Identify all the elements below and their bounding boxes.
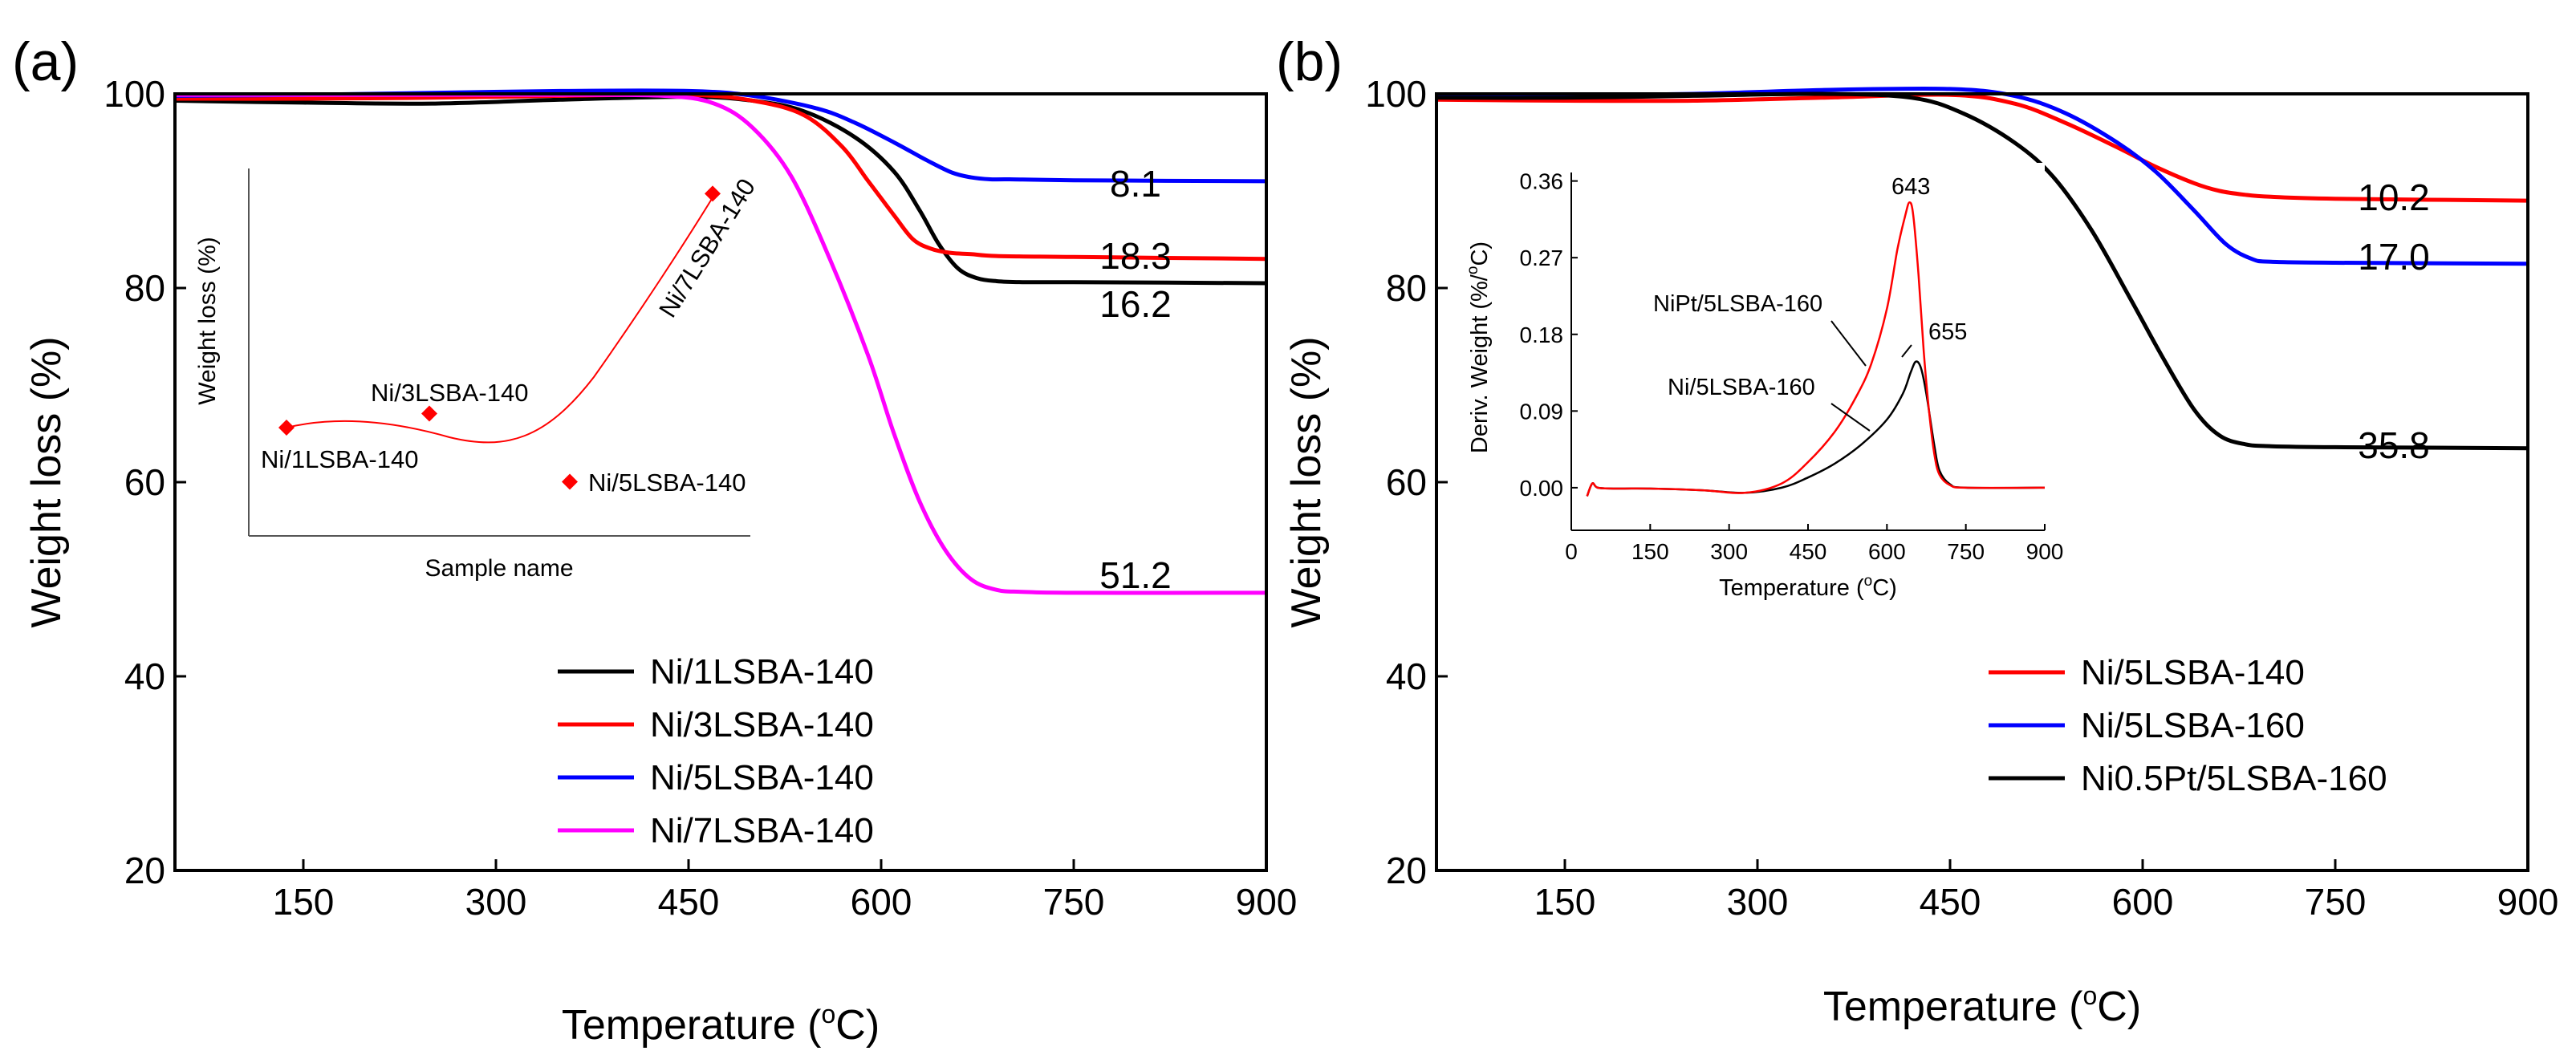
panel-a-x-tick-label: 150 <box>273 881 335 923</box>
panel-b-y-axis-label: Weight loss (%) <box>1283 336 1330 627</box>
panel-b-x-tick-label: 300 <box>1727 881 1789 923</box>
inset-b-axes: 0 150 300 450 600 750 900 0.00 0.09 0.18 0.27 0.36 <box>1520 169 2064 564</box>
panel-b-y-tick-label: 100 <box>1365 73 1427 115</box>
inset-b-y-tick-label: 0.09 <box>1520 399 1564 424</box>
inset-b-series-line <box>1586 201 2046 497</box>
inset-b-x-tick-label: 150 <box>1631 539 1669 564</box>
inset-b-x-tick-label: 300 <box>1710 539 1748 564</box>
panel-b-x-tick-label: 750 <box>2305 881 2367 923</box>
panel-b-y-tick-label: 20 <box>1386 850 1427 891</box>
inset-b-x-label: Temperature (oC) <box>1719 573 1897 601</box>
panel-b-y-tick-label: 40 <box>1386 655 1427 697</box>
inset-b-y-tick-label: 0.00 <box>1520 476 1564 501</box>
panel-b-axes: 150 300 450 600 750 900 20 40 60 80 100 <box>1365 73 2558 923</box>
inset-a-x-label: Sample name <box>425 555 573 582</box>
annotation-17-0: 17.0 <box>2358 236 2430 278</box>
inset-a-y-label: Weight loss (%) <box>194 237 221 405</box>
panel-a-y-axis-label: Weight loss (%) <box>23 336 70 627</box>
panel-b-y-tick-label: 60 <box>1386 461 1427 503</box>
inset-a-label-ni1: Ni/1LSBA-140 <box>261 445 418 473</box>
inset-b-curve-pointer-nipt <box>1830 320 1867 367</box>
panel-a-x-tick-label: 450 <box>658 881 720 923</box>
inset-b-peak-643: 643 <box>1891 174 1930 200</box>
panel-a-legend: Ni/1LSBA-140 Ni/3LSBA-140 Ni/5LSBA-140 Ni/7… <box>558 652 874 850</box>
panel-a-legend-label: Ni/5LSBA-140 <box>650 758 874 797</box>
inset-a-point <box>278 420 295 436</box>
panel-a-x-tick-label: 300 <box>465 881 527 923</box>
panel-a-y-tick-label: 40 <box>124 655 165 697</box>
panel-b-legend: Ni/5LSBA-140 Ni/5LSBA-160 Ni0.5Pt/5LSBA-16… <box>1989 653 2387 798</box>
panel-a-series <box>174 88 1267 595</box>
panel-a-x-tick-label: 600 <box>851 881 912 923</box>
panel-label-b: (b) <box>1276 31 1343 92</box>
inset-b-curve-label-ni: Ni/5LSBA-160 <box>1668 375 1815 400</box>
panel-b-y-tick-label: 80 <box>1386 267 1427 309</box>
inset-b-series <box>1586 201 2046 497</box>
panel-a-x-tick-label: 900 <box>1236 881 1298 923</box>
panel-b-frame <box>1435 92 2529 872</box>
panel-a-series-line <box>174 95 1267 286</box>
panel-b-x-tick-label: 900 <box>2497 881 2559 923</box>
panel-a-x-tick-label: 750 <box>1043 881 1105 923</box>
panel-b: (b) 150 300 450 600 750 900 20 40 60 80 100 Weight… <box>1276 31 2558 1030</box>
panel-a-legend-label: Ni/3LSBA-140 <box>650 705 874 745</box>
inset-b-curve-pointer-ni <box>1830 403 1871 432</box>
panel-label-a: (a) <box>12 31 79 92</box>
inset-a-point <box>421 405 437 422</box>
annotation-10-2: 10.2 <box>2358 176 2430 218</box>
inset-b-x-tick-label: 750 <box>1947 539 1985 564</box>
inset-a-label-ni5: Ni/5LSBA-140 <box>588 469 746 497</box>
inset-a-trend-line <box>286 194 715 444</box>
panel-b-x-tick-label: 600 <box>2112 881 2174 923</box>
inset-a-point <box>705 185 721 202</box>
inset-b-y-tick-label: 0.36 <box>1520 169 1564 194</box>
inset-b-x-tick-label: 450 <box>1790 539 1827 564</box>
panel-a-inset: Weight loss (%) Sample name Ni/1LSBA-140… <box>194 168 761 582</box>
inset-a-points <box>278 185 721 490</box>
panel-a-axes: 150 300 450 600 750 900 20 40 60 80 100 <box>104 73 1297 923</box>
panel-a-y-tick-label: 100 <box>104 73 165 115</box>
inset-b-y-label: Deriv. Weight (%/oC) <box>1465 241 1493 453</box>
panel-b-x-tick-label: 450 <box>1920 881 1981 923</box>
panel-a-series-line <box>174 92 1267 262</box>
inset-a-label-ni3: Ni/3LSBA-140 <box>371 379 528 407</box>
inset-b-x-tick-label: 0 <box>1565 539 1578 564</box>
panel-a-legend-label: Ni/7LSBA-140 <box>650 811 874 850</box>
panel-a-frame <box>173 92 1268 872</box>
inset-b-x-tick-label: 600 <box>1868 539 1906 564</box>
panel-b-x-tick-label: 150 <box>1534 881 1596 923</box>
panel-a-legend-label: Ni/1LSBA-140 <box>650 652 874 692</box>
annotation-18-3: 18.3 <box>1099 235 1172 277</box>
annotation-35-8: 35.8 <box>2358 424 2430 466</box>
inset-b-y-tick-label: 0.27 <box>1520 245 1564 270</box>
inset-b-curve-label-nipt: NiPt/5LSBA-160 <box>1653 291 1822 317</box>
panel-b-legend-label: Ni0.5Pt/5LSBA-160 <box>2081 759 2387 798</box>
panel-a-y-tick-label: 20 <box>124 850 165 891</box>
panel-b-x-axis-label: Temperature (oC) <box>1823 981 2141 1030</box>
inset-b-peak-655-pointer <box>1901 344 1912 358</box>
panel-a-x-axis-label: Temperature (oC) <box>562 1000 880 1049</box>
panel-a: (a) 150 300 450 600 750 900 20 40 60 80 100 Weight… <box>12 31 1297 1049</box>
panel-a-y-tick-label: 80 <box>124 267 165 309</box>
panel-a-y-tick-label: 60 <box>124 461 165 503</box>
inset-b-bg <box>1571 163 2045 530</box>
annotation-51-2: 51.2 <box>1099 554 1172 596</box>
inset-b-x-tick-label: 900 <box>2026 539 2064 564</box>
inset-b-peak-655: 655 <box>1928 319 1967 345</box>
panel-b-legend-label: Ni/5LSBA-140 <box>2081 653 2305 692</box>
inset-a-point <box>562 473 578 490</box>
inset-b-y-tick-label: 0.18 <box>1520 323 1564 347</box>
panel-a-series-line <box>174 92 1267 595</box>
panel-b-series-line <box>1436 92 2529 203</box>
annotation-16-2: 16.2 <box>1099 283 1172 325</box>
annotation-8-1: 8.1 <box>1110 163 1161 205</box>
panel-b-legend-label: Ni/5LSBA-160 <box>2081 706 2305 745</box>
panel-b-inset: 0 150 300 450 600 750 9000.000.090.180.270.36 … <box>1465 163 2063 601</box>
